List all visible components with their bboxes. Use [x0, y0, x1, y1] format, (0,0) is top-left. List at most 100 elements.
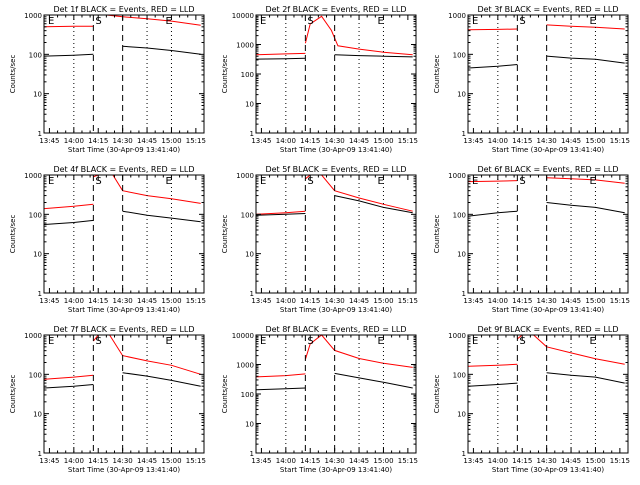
x-tick-label: 14:00 [276, 297, 296, 305]
chart-panel-8: E S E 1 10 100 1000 10000 13:45 14:00 14:15 14:30 14… [221, 325, 418, 474]
y-tick-label: 100 [241, 211, 254, 219]
series-line-lld-1 [44, 25, 94, 28]
y-tick-label: 10 [457, 411, 466, 419]
marker-letter-e: E [165, 336, 171, 347]
x-tick-label: 14:45 [561, 457, 581, 465]
x-tick-label: 15:15 [186, 297, 206, 305]
plot-frame [43, 14, 205, 134]
y-axis-label: Counts/sec [9, 55, 17, 94]
x-tick-label: 15:00 [585, 137, 605, 145]
marker-letter-s: S [519, 16, 525, 27]
series-line-events-2 [334, 372, 413, 389]
marker-letter-e: E [165, 16, 171, 27]
chart-title: Det 8f BLACK = Events, RED = LLD [265, 325, 406, 334]
y-axis-label: Counts/sec [9, 375, 17, 414]
series-line-events-2 [122, 45, 201, 55]
marker-letter-e: E [165, 176, 171, 187]
y-axis-label: Counts/sec [221, 55, 229, 94]
x-tick-label: 13:45 [463, 137, 483, 145]
y-tick-label: 1 [250, 130, 254, 138]
y-tick-label: 1000 [448, 12, 466, 20]
x-axis-label: Start Time (30-Apr-09 13:41:40) [68, 466, 180, 474]
y-axis-label: Counts/sec [433, 55, 441, 94]
y-axis-label: Counts/sec [433, 215, 441, 254]
marker-letter-s: S [307, 16, 313, 27]
series-line-events-1 [44, 219, 94, 225]
x-tick-label: 14:45 [349, 137, 369, 145]
y-tick-label: 10 [245, 421, 254, 429]
x-tick-label: 14:00 [64, 137, 84, 145]
y-tick-label: 10000 [232, 332, 254, 340]
y-tick-label: 10 [245, 251, 254, 259]
plot-frame [255, 334, 417, 454]
y-tick-label: 100 [29, 211, 42, 219]
marker-letter-e: E [377, 336, 383, 347]
series-line-lld-2 [95, 14, 201, 26]
plot-frame [43, 334, 205, 454]
x-tick-label: 15:15 [610, 137, 630, 145]
marker-letter-s: S [519, 336, 525, 347]
chart-title: Det 5f BLACK = Events, RED = LLD [265, 165, 406, 174]
y-tick-label: 1 [250, 450, 254, 458]
series-line-lld-1 [468, 180, 518, 183]
y-tick-label: 10 [33, 251, 42, 259]
y-tick-label: 1000 [448, 332, 466, 340]
y-tick-label: 100 [241, 391, 254, 399]
series-line-lld-2 [546, 177, 625, 184]
y-tick-label: 1000 [24, 12, 42, 20]
x-tick-label: 14:15 [300, 457, 320, 465]
series-line-events-1 [468, 64, 518, 69]
x-axis-label: Start Time (30-Apr-09 13:41:40) [492, 146, 604, 154]
series-line-lld-1 [44, 203, 94, 210]
x-tick-label: 14:15 [88, 297, 108, 305]
series-line-events-2 [334, 54, 413, 58]
series-line-lld-1 [44, 374, 94, 380]
x-tick-label: 13:45 [251, 137, 271, 145]
x-tick-label: 15:15 [186, 137, 206, 145]
marker-letter-e: E [48, 176, 54, 187]
x-tick-label: 14:30 [113, 457, 133, 465]
x-tick-label: 14:15 [88, 137, 108, 145]
y-axis-label: Counts/sec [433, 375, 441, 414]
x-tick-label: 13:45 [463, 297, 483, 305]
series-line-events-1 [44, 53, 94, 57]
chart-panel-5: E S E 1 10 100 1000 13:45 14:00 14:15 14:30 14:45 15… [221, 165, 418, 314]
y-tick-label: 10 [33, 411, 42, 419]
series-line-events-2 [546, 55, 625, 64]
marker-letter-e: E [589, 176, 595, 187]
x-tick-label: 15:00 [373, 297, 393, 305]
x-axis-label: Start Time (30-Apr-09 13:41:40) [280, 306, 392, 314]
plot-frame [467, 334, 629, 454]
y-tick-label: 1000 [24, 172, 42, 180]
x-tick-label: 14:45 [137, 457, 157, 465]
x-tick-label: 14:00 [276, 457, 296, 465]
chart-title: Det 2f BLACK = Events, RED = LLD [265, 5, 406, 14]
x-tick-label: 14:30 [325, 457, 345, 465]
plot-frame [43, 174, 205, 294]
series-line-events-1 [256, 213, 306, 216]
y-tick-label: 1 [462, 130, 466, 138]
marker-letter-e: E [260, 176, 266, 187]
x-tick-label: 15:00 [161, 457, 181, 465]
y-tick-label: 1000 [236, 42, 254, 50]
x-tick-label: 14:30 [325, 137, 345, 145]
y-tick-label: 10 [457, 91, 466, 99]
series-line-lld-1 [468, 28, 518, 31]
y-tick-label: 1000 [24, 332, 42, 340]
x-tick-label: 14:15 [300, 297, 320, 305]
y-tick-label: 1 [38, 290, 42, 298]
marker-letter-s: S [307, 336, 313, 347]
x-tick-label: 14:00 [64, 297, 84, 305]
y-axis-label: Counts/sec [221, 375, 229, 414]
series-line-events-2 [122, 210, 201, 223]
y-tick-label: 10 [33, 91, 42, 99]
x-tick-label: 14:30 [537, 457, 557, 465]
x-tick-label: 13:45 [251, 297, 271, 305]
chart-panel-3: E S E 1 10 100 1000 13:45 14:00 14:15 14:30 14:45 15… [433, 5, 630, 154]
marker-letter-e: E [472, 16, 478, 27]
x-tick-label: 14:00 [276, 137, 296, 145]
marker-letter-e: E [260, 336, 266, 347]
y-tick-label: 100 [453, 211, 466, 219]
marker-letter-s: S [95, 336, 101, 347]
